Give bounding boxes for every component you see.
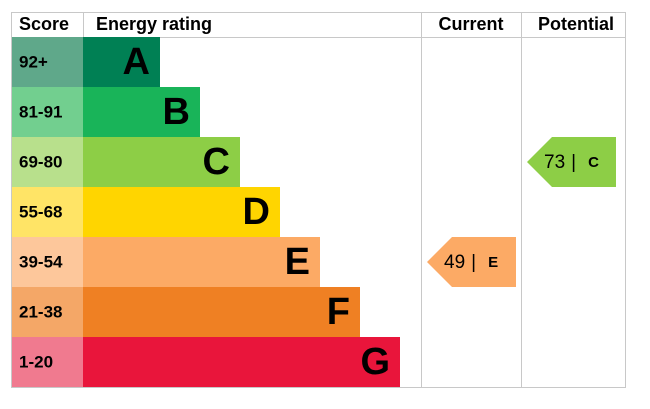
rating-letter: A	[123, 41, 150, 83]
rating-letter: G	[360, 341, 390, 383]
score-label: 21-38	[19, 302, 62, 321]
rating-bar	[83, 287, 360, 337]
potential-value: 73	[544, 152, 565, 173]
header-current: Current	[438, 14, 503, 34]
current-value: 49	[444, 252, 465, 273]
score-cell	[12, 287, 83, 337]
score-cell	[12, 37, 83, 87]
score-label: 92+	[19, 52, 48, 71]
header-rating: Energy rating	[96, 14, 212, 34]
table-border	[11, 12, 626, 388]
current-separator: |	[471, 252, 476, 273]
score-cell	[12, 337, 83, 387]
rating-letter: B	[163, 91, 190, 133]
score-label: 1-20	[19, 352, 53, 371]
rating-bar	[83, 337, 400, 387]
rating-bar	[83, 187, 280, 237]
score-cell	[12, 187, 83, 237]
potential-rating: C	[588, 154, 599, 171]
rating-letter: D	[243, 191, 270, 233]
rating-bar	[83, 237, 320, 287]
rating-bar	[83, 137, 240, 187]
header-score: Score	[19, 14, 69, 34]
score-label: 55-68	[19, 202, 62, 221]
rating-bar	[83, 87, 200, 137]
current-label: 49 | E	[444, 252, 498, 273]
score-cell	[12, 137, 83, 187]
potential-label: 73 | C	[544, 152, 599, 173]
rating-letter: F	[327, 291, 350, 333]
current-arrow	[427, 237, 516, 287]
score-cell	[12, 87, 83, 137]
rating-letter: E	[285, 241, 310, 283]
header-potential: Potential	[538, 14, 614, 34]
score-label: 69-80	[19, 152, 62, 171]
score-cell	[12, 237, 83, 287]
score-label: 39-54	[19, 252, 63, 271]
potential-separator: |	[571, 152, 576, 173]
current-rating: E	[488, 254, 498, 271]
rating-letter: C	[203, 141, 230, 183]
score-label: 81-91	[19, 102, 62, 121]
rating-bar	[83, 37, 160, 87]
potential-arrow	[527, 137, 616, 187]
